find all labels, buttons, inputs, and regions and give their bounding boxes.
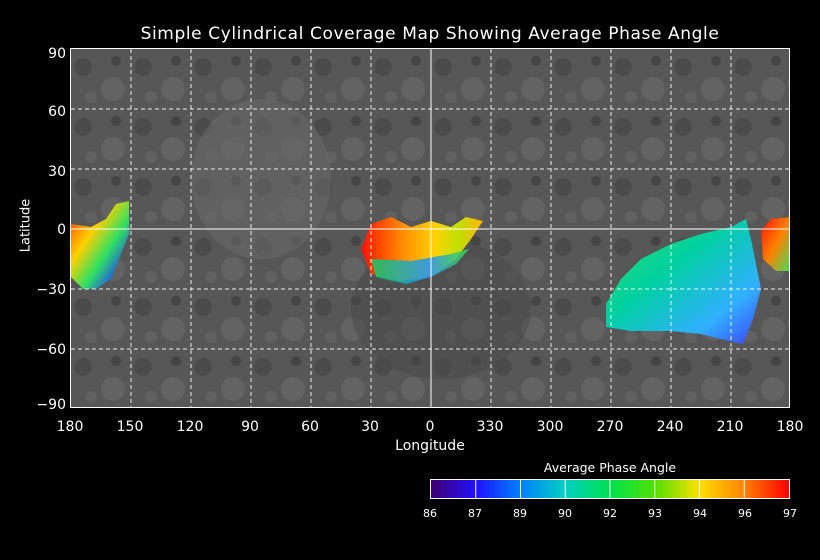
x-tick-label: 240 [656, 419, 684, 435]
map-plot-area [70, 48, 790, 408]
x-tick-label: 180 [56, 419, 84, 435]
basemap-bright-region [191, 99, 331, 259]
y-tick-label: −60 [36, 342, 66, 358]
x-axis-label: Longitude [395, 438, 465, 454]
x-tick-label: 60 [301, 419, 319, 435]
y-axis-label: Latitude [18, 198, 34, 253]
coverage-region-east-edge [761, 217, 789, 271]
colorbar-tick-label: 89 [513, 507, 527, 520]
x-tick-label: 30 [361, 419, 379, 435]
coverage-region-east [606, 219, 761, 344]
colorbar-title: Average Phase Angle [543, 460, 677, 475]
x-tick-label: 0 [425, 419, 435, 435]
y-tick-label: 0 [57, 222, 66, 238]
colorbar-tick-label: 90 [558, 507, 572, 520]
map-svg [71, 49, 789, 407]
y-tick-label: −90 [36, 397, 66, 413]
x-tick-label: 270 [596, 419, 624, 435]
x-tick-label: 300 [536, 419, 564, 435]
colorbar-gradient [431, 480, 789, 498]
colorbar-tick-label: 97 [783, 507, 797, 520]
y-tick-label: −30 [36, 282, 66, 298]
colorbar-tick-label: 92 [603, 507, 617, 520]
x-tick-label: 330 [476, 419, 504, 435]
map-title: Simple Cylindrical Coverage Map Showing … [140, 24, 720, 44]
x-tick-label: 90 [241, 419, 259, 435]
colorbar-tick-label: 93 [648, 507, 662, 520]
colorbar-tick-label: 86 [423, 507, 437, 520]
x-tick-label: 120 [176, 419, 204, 435]
colorbar [430, 479, 790, 499]
colorbar-tick-label: 94 [693, 507, 707, 520]
x-tick-label: 210 [716, 419, 744, 435]
y-tick-label: 90 [48, 46, 66, 62]
y-tick-label: 60 [48, 104, 66, 120]
map-center-lines [71, 49, 789, 407]
coverage-region-west-edge [71, 201, 129, 289]
x-tick-label: 150 [116, 419, 144, 435]
y-tick-label: 30 [48, 164, 66, 180]
x-tick-label: 180 [776, 419, 804, 435]
colorbar-tick-label: 96 [738, 507, 752, 520]
colorbar-tick-label: 87 [468, 507, 482, 520]
coverage-region-center-lower [371, 249, 469, 284]
